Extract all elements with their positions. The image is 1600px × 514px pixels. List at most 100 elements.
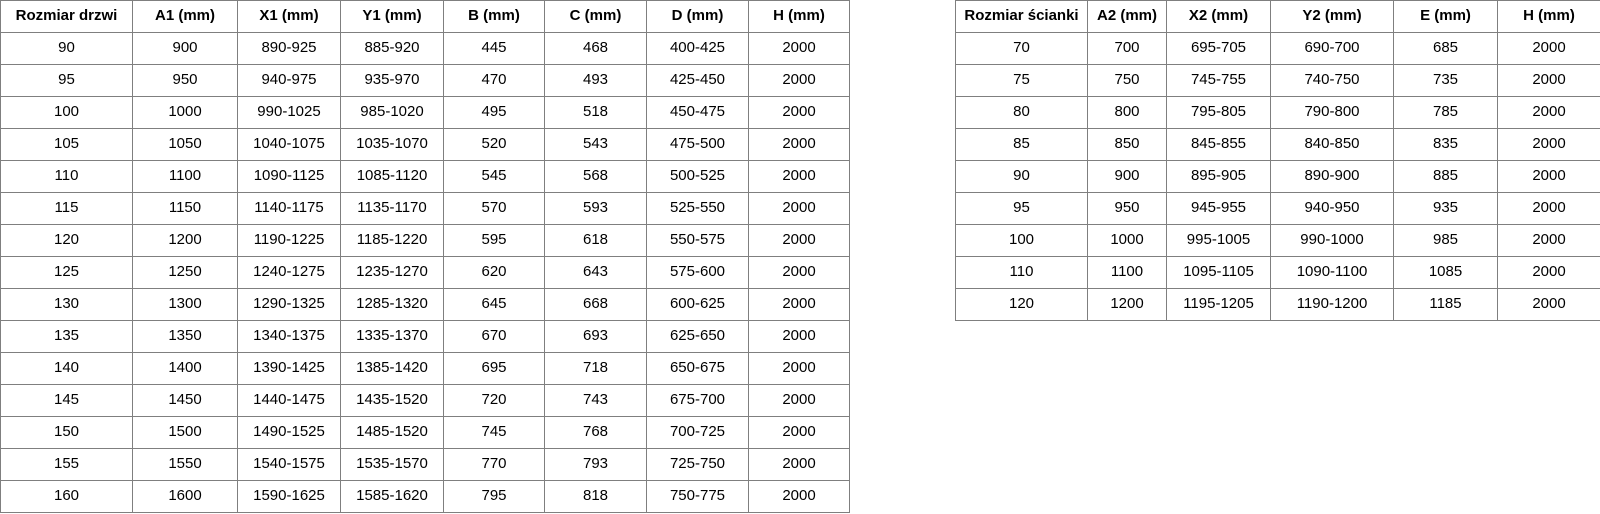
table-cell: 745-755 bbox=[1166, 64, 1271, 97]
table-cell: 618 bbox=[544, 224, 647, 257]
table-cell: 1190-1225 bbox=[237, 224, 341, 257]
table-cell: 945-955 bbox=[1166, 192, 1271, 225]
table-cell: 1500 bbox=[132, 416, 238, 449]
table-cell: 1335-1370 bbox=[340, 320, 444, 353]
table-cell: 840-850 bbox=[1270, 128, 1394, 161]
doors-dimensions-table: Rozmiar drzwi A1 (mm) X1 (mm) Y1 (mm) B (mm)… bbox=[0, 0, 850, 513]
table-cell: 935 bbox=[1393, 192, 1498, 225]
table-cell: 940-950 bbox=[1270, 192, 1394, 225]
table-cell: 790-800 bbox=[1270, 96, 1394, 129]
doors-size-cell: 160 bbox=[0, 480, 133, 513]
doors-size-cell: 90 bbox=[0, 32, 133, 65]
table-cell: 1450 bbox=[132, 384, 238, 417]
table-cell: 495 bbox=[443, 96, 545, 129]
table-cell: 1140-1175 bbox=[237, 192, 341, 225]
walls-column-header-5: H (mm) bbox=[1497, 0, 1600, 33]
table-cell: 695-705 bbox=[1166, 32, 1271, 65]
table-cell: 675-700 bbox=[646, 384, 749, 417]
table-cell: 1185-1220 bbox=[340, 224, 444, 257]
table-cell: 500-525 bbox=[646, 160, 749, 193]
table-row: 145 1450 1440-1475 1435-1520 720 743 675-700 20… bbox=[0, 384, 850, 417]
table-cell: 550-575 bbox=[646, 224, 749, 257]
doors-size-cell: 95 bbox=[0, 64, 133, 97]
table-cell: 1400 bbox=[132, 352, 238, 385]
table-cell: 1240-1275 bbox=[237, 256, 341, 289]
doors-column-header-4: B (mm) bbox=[443, 0, 545, 33]
table-cell: 2000 bbox=[748, 448, 850, 481]
table-cell: 750 bbox=[1087, 64, 1167, 97]
walls-column-header-0: Rozmiar ścianki bbox=[955, 0, 1088, 33]
table-cell: 1190-1200 bbox=[1270, 288, 1394, 321]
table-row: 120 1200 1190-1225 1185-1220 595 618 550-575 20… bbox=[0, 224, 850, 257]
doors-size-cell: 150 bbox=[0, 416, 133, 449]
table-cell: 600-625 bbox=[646, 288, 749, 321]
doors-size-cell: 140 bbox=[0, 352, 133, 385]
table-cell: 885 bbox=[1393, 160, 1498, 193]
table-cell: 1585-1620 bbox=[340, 480, 444, 513]
table-cell: 950 bbox=[132, 64, 238, 97]
table-cell: 525-550 bbox=[646, 192, 749, 225]
table-cell: 2000 bbox=[748, 96, 850, 129]
doors-size-cell: 125 bbox=[0, 256, 133, 289]
table-cell: 520 bbox=[443, 128, 545, 161]
doors-size-cell: 155 bbox=[0, 448, 133, 481]
table-cell: 2000 bbox=[748, 32, 850, 65]
table-cell: 470 bbox=[443, 64, 545, 97]
table-cell: 2000 bbox=[748, 288, 850, 321]
table-cell: 1300 bbox=[132, 288, 238, 321]
table-cell: 1550 bbox=[132, 448, 238, 481]
walls-column-header-4: E (mm) bbox=[1393, 0, 1498, 33]
table-cell: 718 bbox=[544, 352, 647, 385]
table-row: 115 1150 1140-1175 1135-1170 570 593 525-550 20… bbox=[0, 192, 850, 225]
walls-size-cell: 100 bbox=[955, 224, 1088, 257]
table-cell: 990-1025 bbox=[237, 96, 341, 129]
table-row: 95 950 945-955 940-950 935 2000 bbox=[955, 192, 1600, 225]
table-cell: 693 bbox=[544, 320, 647, 353]
table-cell: 720 bbox=[443, 384, 545, 417]
table-cell: 793 bbox=[544, 448, 647, 481]
table-row: 160 1600 1590-1625 1585-1620 795 818 750-775 20… bbox=[0, 480, 850, 513]
table-cell: 845-855 bbox=[1166, 128, 1271, 161]
table-row: 90 900 890-925 885-920 445 468 400-425 2000 bbox=[0, 32, 850, 65]
table-row: 120 1200 1195-1205 1190-1200 1185 2000 bbox=[955, 288, 1600, 321]
table-cell: 643 bbox=[544, 256, 647, 289]
walls-size-cell: 80 bbox=[955, 96, 1088, 129]
table-cell: 1035-1070 bbox=[340, 128, 444, 161]
table-cell: 2000 bbox=[748, 352, 850, 385]
table-cell: 690-700 bbox=[1270, 32, 1394, 65]
table-cell: 2000 bbox=[1497, 32, 1600, 65]
table-cell: 935-970 bbox=[340, 64, 444, 97]
table-cell: 2000 bbox=[1497, 256, 1600, 289]
table-cell: 2000 bbox=[748, 224, 850, 257]
table-cell: 890-925 bbox=[237, 32, 341, 65]
table-cell: 785 bbox=[1393, 96, 1498, 129]
table-cell: 425-450 bbox=[646, 64, 749, 97]
doors-table-header: Rozmiar drzwi A1 (mm) X1 (mm) Y1 (mm) B (mm)… bbox=[0, 0, 850, 33]
table-cell: 518 bbox=[544, 96, 647, 129]
table-cell: 985-1020 bbox=[340, 96, 444, 129]
table-cell: 2000 bbox=[748, 160, 850, 193]
doors-column-header-7: H (mm) bbox=[748, 0, 850, 33]
doors-size-cell: 105 bbox=[0, 128, 133, 161]
doors-column-header-1: A1 (mm) bbox=[132, 0, 238, 33]
table-cell: 620 bbox=[443, 256, 545, 289]
table-cell: 995-1005 bbox=[1166, 224, 1271, 257]
table-cell: 1490-1525 bbox=[237, 416, 341, 449]
doors-column-header-2: X1 (mm) bbox=[237, 0, 341, 33]
table-cell: 1085 bbox=[1393, 256, 1498, 289]
table-row: 75 750 745-755 740-750 735 2000 bbox=[955, 64, 1600, 97]
table-cell: 475-500 bbox=[646, 128, 749, 161]
table-cell: 2000 bbox=[1497, 224, 1600, 257]
table-cell: 1535-1570 bbox=[340, 448, 444, 481]
table-row: 130 1300 1290-1325 1285-1320 645 668 600-625 20… bbox=[0, 288, 850, 321]
table-row: 70 700 695-705 690-700 685 2000 bbox=[955, 32, 1600, 65]
table-cell: 493 bbox=[544, 64, 647, 97]
walls-size-cell: 75 bbox=[955, 64, 1088, 97]
doors-table-body: 90 900 890-925 885-920 445 468 400-425 2000 95 95… bbox=[0, 32, 850, 513]
walls-column-header-1: A2 (mm) bbox=[1087, 0, 1167, 33]
table-cell: 1185 bbox=[1393, 288, 1498, 321]
table-cell: 890-900 bbox=[1270, 160, 1394, 193]
table-cell: 1290-1325 bbox=[237, 288, 341, 321]
table-cell: 735 bbox=[1393, 64, 1498, 97]
